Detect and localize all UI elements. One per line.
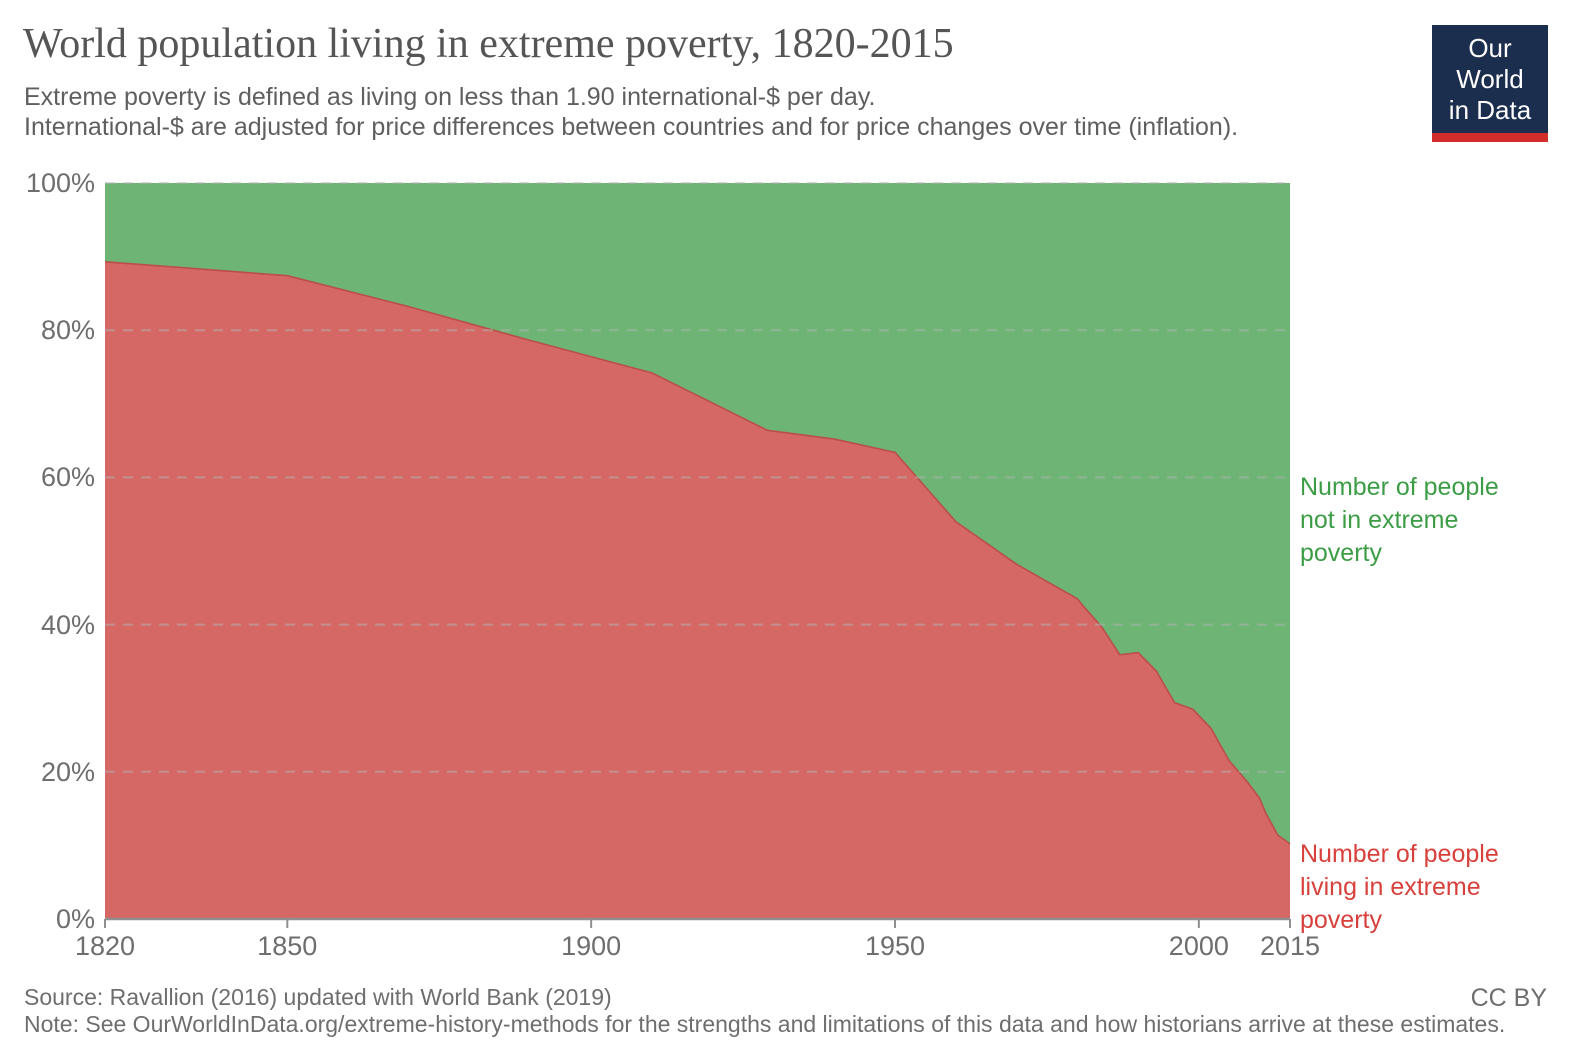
- series-label-line: poverty: [1300, 906, 1382, 934]
- series-label-line: not in extreme: [1300, 506, 1459, 534]
- series-label-line: Number of people: [1300, 473, 1499, 501]
- owid-logo-text: Our World in Data: [1432, 25, 1548, 133]
- license-badge[interactable]: CC BY: [1470, 984, 1547, 1012]
- x-axis-label-1950: 1950: [864, 931, 926, 961]
- logo-line-2: in Data: [1448, 95, 1532, 125]
- x-axis-label-1820: 1820: [74, 931, 136, 961]
- subtitle-line-2: International-$ are adjusted for price d…: [24, 113, 1239, 141]
- y-axis-label-0%: 0%: [55, 904, 95, 934]
- x-axis-label-1850: 1850: [257, 931, 318, 961]
- series-label-living-in-extreme-poverty: Number of people living in extreme pover…: [1300, 838, 1540, 937]
- logo-line-1: Our World: [1456, 33, 1524, 94]
- y-axis-label-40%: 40%: [40, 609, 95, 640]
- poverty-share-line: [104, 261, 1291, 845]
- subtitle-line-1: Extreme poverty is defined as living on …: [24, 83, 876, 111]
- series-label-line: living in extreme: [1300, 873, 1481, 901]
- source-line: Source: Ravallion (2016) updated with Wo…: [24, 984, 612, 1010]
- y-axis-label-60%: 60%: [40, 462, 95, 493]
- x-tick-marks: [104, 919, 1291, 928]
- chart-subtitle: Extreme poverty is defined as living on …: [24, 82, 1384, 142]
- series-label-not-in-extreme-poverty: Number of people not in extreme poverty: [1300, 471, 1540, 570]
- series-label-line: poverty: [1300, 539, 1382, 567]
- logo-red-strip: [1432, 133, 1548, 142]
- x-axis-label-2000: 2000: [1168, 931, 1229, 961]
- series-label-line: Number of people: [1300, 840, 1499, 868]
- x-axis-label-1900: 1900: [561, 931, 622, 961]
- y-axis-label-20%: 20%: [40, 756, 95, 787]
- page-title: World population living in extreme pover…: [23, 21, 954, 67]
- owid-logo[interactable]: Our World in Data: [1432, 25, 1548, 142]
- x-axis-label-2015: 2015: [1259, 931, 1321, 961]
- note-line: Note: See OurWorldInData.org/extreme-his…: [24, 1011, 1506, 1037]
- y-axis-label-80%: 80%: [40, 315, 95, 346]
- y-axis-label-100%: 100%: [25, 168, 95, 198]
- area-living-in-extreme-poverty[interactable]: [105, 261, 1290, 919]
